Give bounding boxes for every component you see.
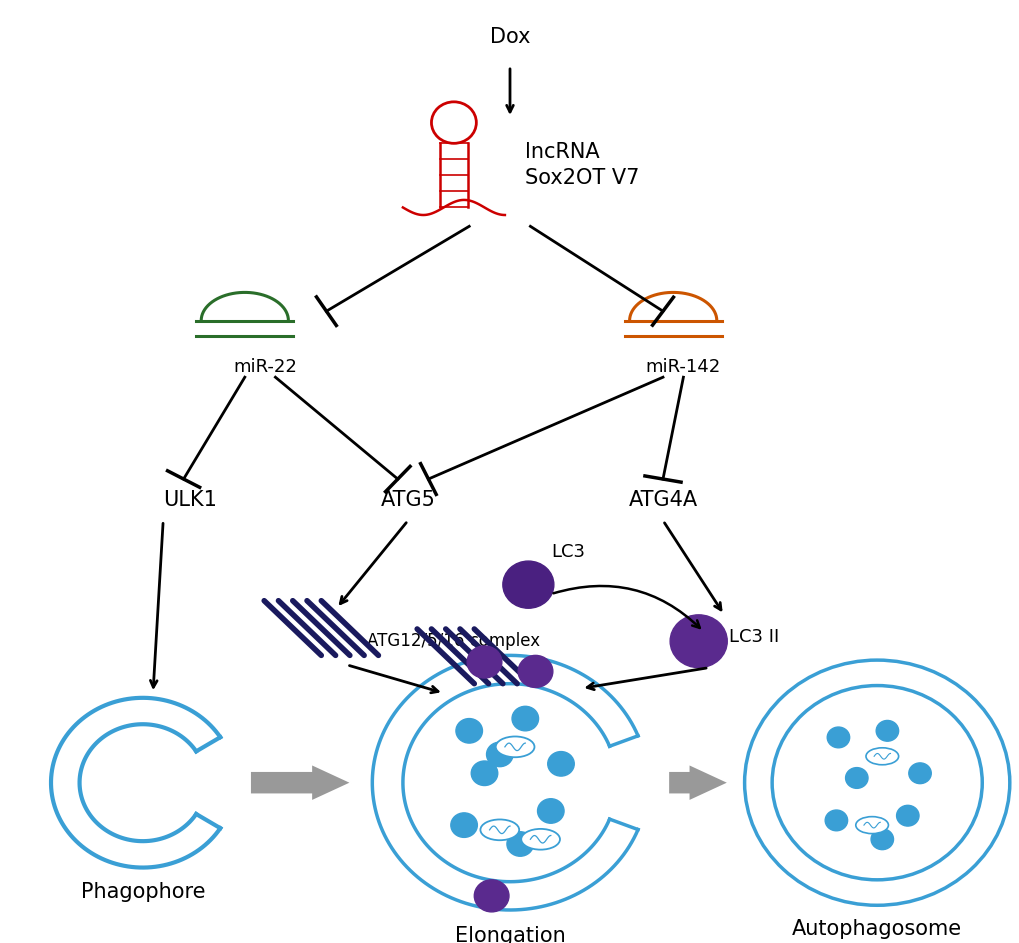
Text: ATG5: ATG5 bbox=[380, 489, 435, 510]
Circle shape bbox=[467, 646, 501, 678]
Polygon shape bbox=[250, 764, 352, 802]
Ellipse shape bbox=[521, 829, 559, 850]
Ellipse shape bbox=[495, 736, 534, 757]
Text: LC3 II: LC3 II bbox=[729, 627, 779, 646]
Circle shape bbox=[908, 763, 930, 784]
Circle shape bbox=[875, 720, 898, 741]
Circle shape bbox=[826, 727, 849, 748]
Text: miR-142: miR-142 bbox=[645, 358, 720, 376]
Circle shape bbox=[471, 761, 497, 786]
Circle shape bbox=[537, 799, 564, 823]
Circle shape bbox=[450, 813, 477, 837]
Text: Dox: Dox bbox=[489, 27, 530, 47]
Circle shape bbox=[455, 719, 482, 743]
Circle shape bbox=[547, 752, 574, 776]
Text: lncRNA
Sox2OT V7: lncRNA Sox2OT V7 bbox=[525, 141, 639, 189]
Ellipse shape bbox=[855, 817, 888, 834]
Polygon shape bbox=[667, 764, 729, 802]
Ellipse shape bbox=[865, 748, 898, 765]
Circle shape bbox=[870, 829, 893, 850]
Circle shape bbox=[896, 805, 918, 826]
Text: miR-22: miR-22 bbox=[233, 358, 297, 376]
Circle shape bbox=[518, 655, 552, 687]
Circle shape bbox=[669, 615, 727, 668]
Circle shape bbox=[512, 706, 538, 731]
Text: Elongation: Elongation bbox=[454, 926, 565, 943]
Text: Autophagosome: Autophagosome bbox=[792, 919, 961, 939]
Ellipse shape bbox=[480, 819, 519, 840]
Text: ATG4A: ATG4A bbox=[628, 489, 697, 510]
Circle shape bbox=[486, 742, 513, 767]
Text: ATG12/5/16 complex: ATG12/5/16 complex bbox=[367, 632, 540, 651]
Circle shape bbox=[474, 880, 508, 912]
Text: Phagophore: Phagophore bbox=[81, 882, 205, 902]
Text: LC3: LC3 bbox=[550, 543, 584, 561]
Text: ULK1: ULK1 bbox=[163, 489, 217, 510]
Circle shape bbox=[506, 832, 533, 856]
Circle shape bbox=[502, 561, 553, 608]
Circle shape bbox=[845, 768, 867, 788]
Circle shape bbox=[824, 810, 847, 831]
